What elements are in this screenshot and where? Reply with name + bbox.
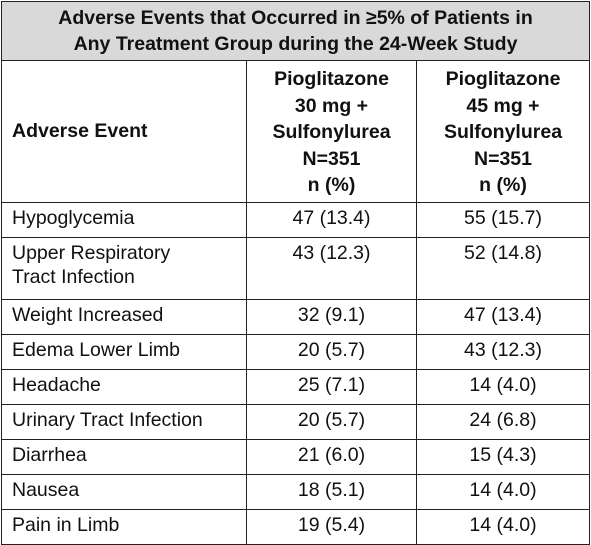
table-title: Adverse Events that Occurred in ≥5% of P… — [1, 1, 590, 61]
value-45mg: 14 (4.0) — [416, 369, 590, 405]
table-row: Weight Increased 32 (9.1) 47 (13.4) — [1, 299, 590, 335]
value-30mg: 18 (5.1) — [246, 474, 417, 510]
event-line: Headache — [12, 374, 101, 396]
header-line: Sulfonylurea — [272, 121, 391, 143]
value-45mg: 14 (4.0) — [416, 474, 590, 510]
header-line: 45 mg + — [466, 94, 540, 117]
value-30mg: 19 (5.4) — [246, 509, 417, 545]
value-30mg: 25 (7.1) — [246, 369, 417, 405]
value-45mg: 24 (6.8) — [416, 404, 590, 440]
header-line: Pioglitazone — [445, 68, 561, 90]
adverse-event-name: Urinary Tract Infection — [1, 404, 247, 440]
header-line: N=351 — [302, 147, 361, 170]
event-line: Weight Increased — [12, 304, 164, 326]
value-30mg: 20 (5.7) — [246, 404, 417, 440]
event-line: Nausea — [12, 479, 80, 501]
column-header-pioglitazone-45mg: Pioglitazone 45 mg + Sulfonylurea N=351 … — [416, 60, 590, 203]
event-line: Urinary Tract Infection — [12, 409, 203, 431]
adverse-event-name: Edema Lower Limb — [1, 334, 247, 370]
column-header-adverse-event: Adverse Event — [1, 60, 247, 203]
table-title-line: Any Treatment Group during the 24-Week S… — [73, 33, 518, 55]
column-header-row: Adverse Event Pioglitazone 30 mg + Sulfo… — [1, 60, 590, 203]
table-row: Hypoglycemia 47 (13.4) 55 (15.7) — [1, 202, 590, 238]
adverse-event-name: Hypoglycemia — [1, 202, 247, 238]
value-30mg: 20 (5.7) — [246, 334, 417, 370]
value-30mg: 47 (13.4) — [246, 202, 417, 238]
adverse-event-name: Nausea — [1, 474, 247, 510]
header-line: N=351 — [473, 147, 532, 170]
value-45mg: 43 (12.3) — [416, 334, 590, 370]
adverse-event-name: Weight Increased — [1, 299, 247, 335]
table-row: Pain in Limb 19 (5.4) 14 (4.0) — [1, 509, 590, 545]
value-45mg: 15 (4.3) — [416, 439, 590, 475]
value-30mg: 32 (9.1) — [246, 299, 417, 335]
header-line: 30 mg + — [294, 94, 369, 117]
header-line: n (%) — [479, 174, 527, 196]
adverse-event-name: Diarrhea — [1, 439, 247, 475]
table-row: Diarrhea 21 (6.0) 15 (4.3) — [1, 439, 590, 475]
value-45mg: 47 (13.4) — [416, 299, 590, 335]
event-line: Diarrhea — [12, 444, 87, 466]
event-line: Edema Lower Limb — [12, 339, 180, 361]
title-row: Adverse Events that Occurred in ≥5% of P… — [1, 1, 590, 61]
adverse-event-name: Headache — [1, 369, 247, 405]
table-row: Headache 25 (7.1) 14 (4.0) — [1, 369, 590, 405]
adverse-event-name: Upper Respiratory Tract Infection — [1, 237, 247, 300]
table-row: Upper Respiratory Tract Infection 43 (12… — [1, 237, 590, 300]
column-header-pioglitazone-30mg: Pioglitazone 30 mg + Sulfonylurea N=351 … — [246, 60, 417, 203]
table-title-line: Adverse Events that Occurred in ≥5% of P… — [58, 7, 533, 29]
value-45mg: 14 (4.0) — [416, 509, 590, 545]
value-30mg: 43 (12.3) — [246, 237, 417, 300]
table-row: Nausea 18 (5.1) 14 (4.0) — [1, 474, 590, 510]
header-line: Sulfonylurea — [443, 121, 563, 143]
table-row: Urinary Tract Infection 20 (5.7) 24 (6.8… — [1, 404, 590, 440]
value-45mg: 52 (14.8) — [416, 237, 590, 300]
value-45mg: 55 (15.7) — [416, 202, 590, 238]
event-line: Hypoglycemia — [12, 207, 135, 229]
adverse-event-name: Pain in Limb — [1, 509, 247, 545]
event-line: Pain in Limb — [12, 514, 120, 536]
value-30mg: 21 (6.0) — [246, 439, 417, 475]
event-line: Tract Infection — [12, 266, 135, 288]
table-row: Edema Lower Limb 20 (5.7) 43 (12.3) — [1, 334, 590, 370]
header-line: n (%) — [307, 174, 356, 196]
header-line: Pioglitazone — [274, 68, 389, 90]
event-line: Upper Respiratory — [12, 242, 171, 264]
